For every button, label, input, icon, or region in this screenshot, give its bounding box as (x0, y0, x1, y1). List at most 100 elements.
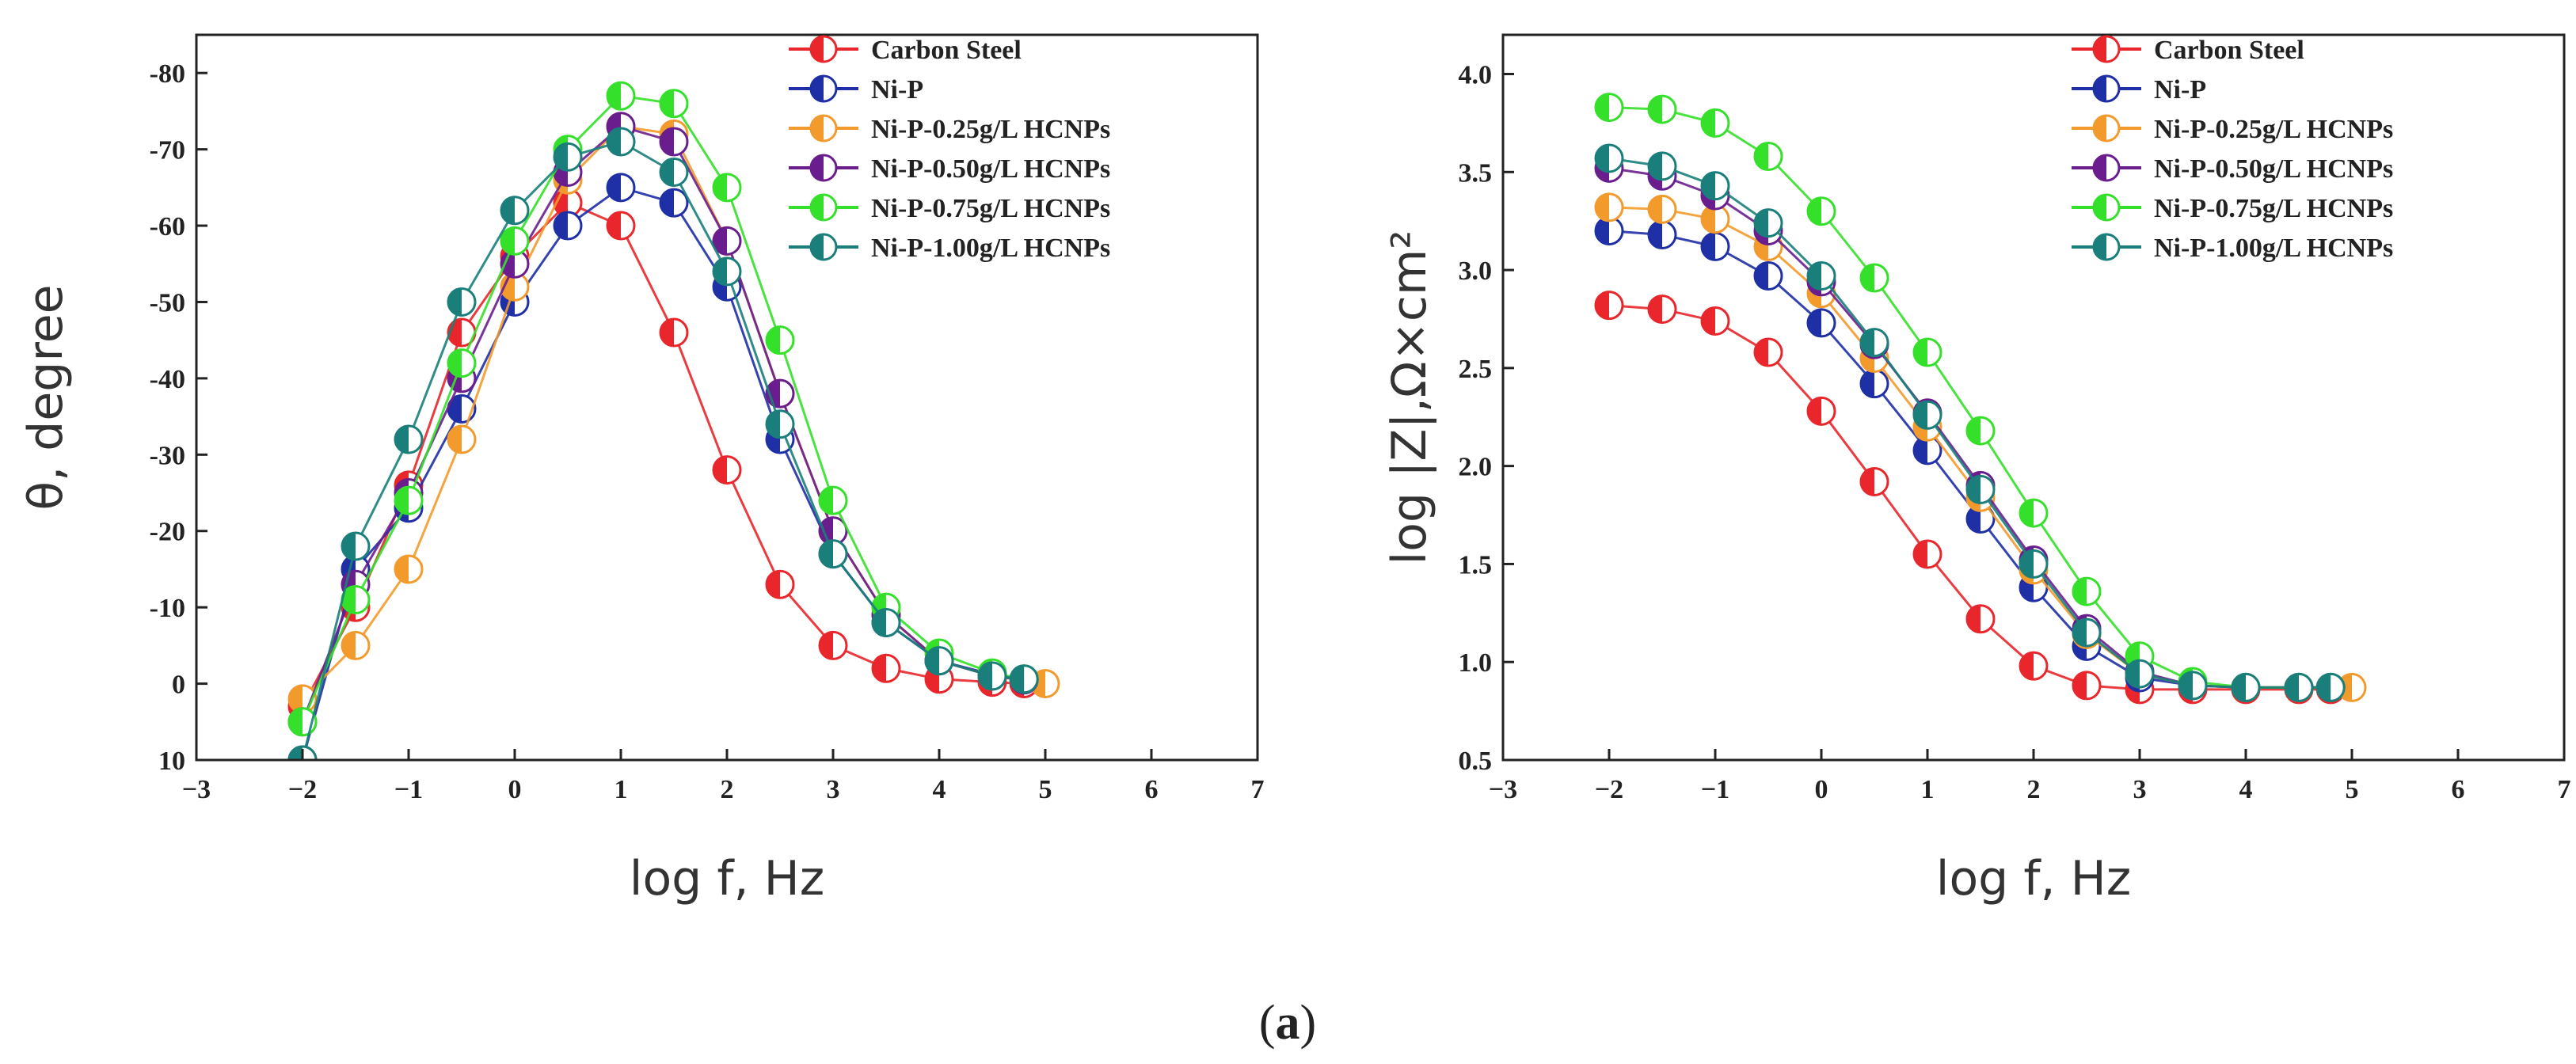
data-point (341, 585, 371, 615)
y-tick-label: -50 (150, 288, 185, 317)
legend-label: Ni-P (2154, 75, 2206, 104)
x-tick-label: −2 (1595, 775, 1623, 804)
legend-label: Ni-P-1.00g/L HCNPs (2154, 234, 2393, 263)
data-point (1753, 261, 1783, 291)
data-point (2019, 651, 2049, 681)
legend-item: Ni-P-0.75g/L HCNPs (2072, 193, 2393, 223)
y-tick-label: -60 (150, 212, 185, 241)
y-tick-label: 1.5 (1459, 550, 1493, 580)
legend: Carbon Steel Ni-P Ni-P-0.25g/L HCNPs Ni-P-0… (789, 35, 1110, 263)
data-point (712, 256, 742, 287)
data-point (341, 531, 371, 561)
x-tick-label: 3 (2133, 775, 2147, 804)
figure-caption: (a) (1259, 996, 1316, 1050)
data-point (2019, 549, 2049, 579)
x-tick-label: −2 (288, 775, 317, 804)
plot-area (1503, 35, 2564, 760)
data-point (1700, 306, 1730, 336)
data-point (1965, 416, 1996, 446)
data-point (2019, 498, 2049, 528)
data-point (2125, 659, 2155, 689)
x-tick-label: 2 (721, 775, 734, 804)
data-point (818, 539, 848, 569)
x-axis-title: log f, Hz (1936, 851, 2131, 906)
data-point (2315, 672, 2346, 702)
y-tick-label: -80 (150, 59, 185, 89)
data-point (712, 173, 742, 203)
data-point (1859, 328, 1889, 358)
x-tick-label: 0 (508, 775, 522, 804)
data-point (553, 142, 583, 172)
data-point (1700, 231, 1730, 261)
data-point (1700, 108, 1730, 138)
data-point (1806, 196, 1836, 226)
series-ni-p-1-00g-l-hcnps (1594, 143, 2346, 702)
series-layer (287, 81, 1060, 760)
legend-label: Ni-P-0.75g/L HCNPs (871, 194, 1110, 223)
data-point (500, 196, 530, 226)
legend-item: Ni-P-1.00g/L HCNPs (789, 233, 1110, 263)
data-point (553, 211, 583, 241)
legend-label: Ni-P-0.25g/L HCNPs (871, 115, 1110, 144)
y-tick-label: 10 (158, 747, 185, 776)
legend-item: Carbon Steel (789, 35, 1022, 65)
data-point (606, 127, 636, 157)
data-point (606, 211, 636, 241)
data-point (765, 325, 795, 355)
legend-item: Ni-P-0.25g/L HCNPs (2072, 114, 2393, 144)
y-tick-label: 4.0 (1459, 61, 1493, 90)
legend-item: Carbon Steel (2072, 35, 2304, 65)
data-point (712, 226, 742, 256)
y-tick-label: 2.0 (1459, 453, 1493, 482)
data-point (1912, 400, 1942, 430)
data-point (1912, 337, 1942, 367)
legend-item: Ni-P-1.00g/L HCNPs (2072, 233, 2393, 263)
data-point (2072, 671, 2102, 701)
data-point (659, 127, 689, 157)
data-point (1753, 337, 1783, 367)
data-point (394, 554, 424, 584)
data-point (1912, 539, 1942, 569)
legend-label: Ni-P-1.00g/L HCNPs (871, 234, 1110, 263)
y-tick-label: 0 (172, 671, 185, 700)
x-tick-label: 1 (1921, 775, 1935, 804)
data-point (765, 569, 795, 599)
data-point (1859, 369, 1889, 399)
caption-open: ( (1259, 996, 1276, 1050)
x-tick-label: 1 (615, 775, 628, 804)
legend-item: Ni-P-0.75g/L HCNPs (789, 193, 1110, 223)
y-tick-label: -70 (150, 136, 185, 165)
data-point (1806, 396, 1836, 426)
data-point (1753, 141, 1783, 171)
data-point (1912, 435, 1942, 466)
x-tick-label: 4 (933, 775, 946, 804)
legend-label: Ni-P-0.50g/L HCNPs (871, 154, 1110, 184)
y-tick-label: 0.5 (1459, 747, 1493, 776)
impedance-modulus-chart: 0.51.01.52.02.53.03.54.0 −3 −2 −1 0 1 2 3 4 5 6 7 … (1382, 33, 2571, 906)
data-point (765, 409, 795, 439)
data-point (1594, 93, 1624, 123)
data-point (871, 653, 901, 683)
caption-close: ) (1300, 996, 1317, 1050)
data-point (606, 173, 636, 203)
data-point (447, 424, 477, 454)
data-point (765, 378, 795, 408)
data-point (924, 646, 954, 676)
x-tick-label: 6 (1145, 775, 1159, 804)
data-point (1965, 474, 1996, 504)
y-tick-label: -10 (150, 594, 185, 623)
plot-area (196, 35, 1258, 760)
y-tick-label: 1.0 (1459, 648, 1493, 678)
legend-item: Ni-P (2072, 74, 2206, 104)
series-layer (1594, 93, 2367, 705)
x-tick-label: 4 (2239, 775, 2253, 804)
y-tick-label: -30 (150, 441, 185, 470)
data-point (1647, 194, 1677, 224)
data-point (1700, 171, 1730, 201)
data-point (1647, 94, 1677, 124)
data-point (871, 607, 901, 637)
data-point (394, 485, 424, 515)
data-point (447, 348, 477, 378)
data-point (1965, 604, 1996, 634)
